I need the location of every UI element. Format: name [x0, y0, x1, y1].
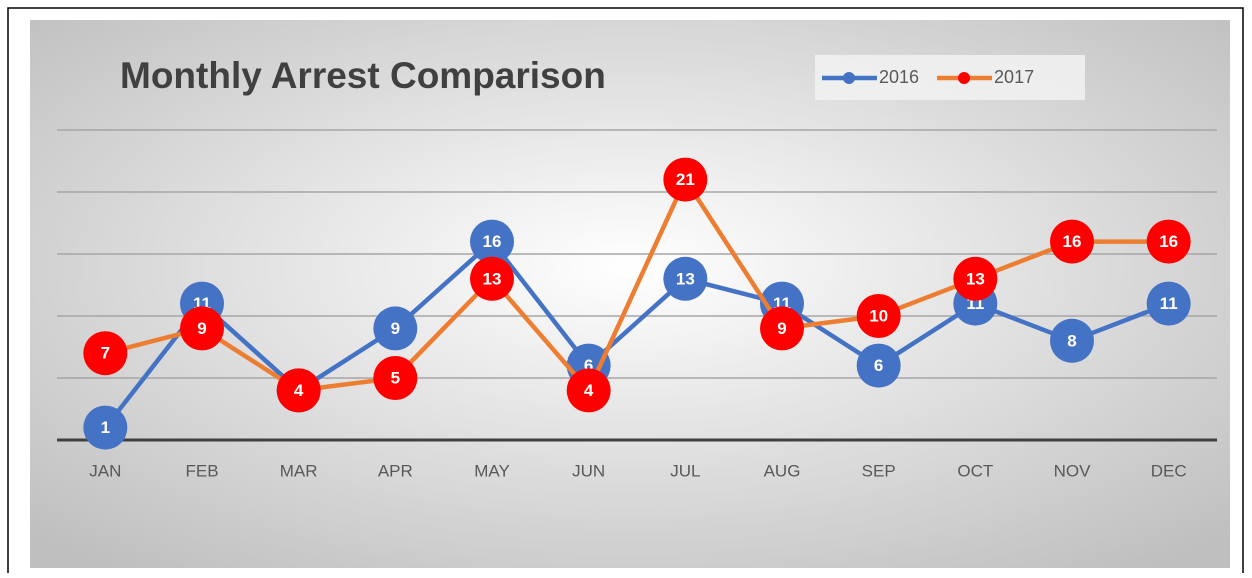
x-tick-label: FEB: [185, 461, 218, 480]
point-marker: [83, 331, 128, 376]
data-label: 11: [1160, 294, 1178, 313]
point-marker: [470, 256, 514, 301]
x-tick-label: OCT: [957, 461, 993, 480]
data-label: 8: [1067, 331, 1076, 350]
data-label: 6: [584, 356, 593, 375]
data-label: 4: [294, 381, 304, 400]
data-label: 16: [1063, 232, 1082, 251]
point-marker: [856, 343, 901, 388]
x-tick-label: JAN: [89, 461, 121, 480]
data-label: 16: [483, 232, 502, 251]
point-marker: [373, 306, 418, 351]
data-label: 13: [483, 269, 502, 288]
point-marker: [760, 306, 804, 351]
legend-marker: [843, 72, 855, 84]
point-marker: [856, 294, 901, 338]
point-marker: [566, 368, 611, 413]
point-marker: [373, 356, 418, 400]
x-tick-label: MAY: [474, 461, 510, 480]
data-label: 1: [101, 418, 110, 437]
point-marker: [276, 368, 321, 413]
data-label: 10: [869, 306, 888, 325]
x-tick-label: SEP: [862, 461, 896, 480]
legend-label: 2016: [879, 67, 919, 87]
x-tick-label: MAR: [280, 461, 318, 480]
data-label: 9: [777, 319, 786, 338]
point-marker: [953, 256, 998, 301]
x-tick-label: NOV: [1054, 461, 1092, 480]
point-marker: [1146, 281, 1191, 326]
data-label: 5: [391, 368, 400, 387]
data-label: 4: [584, 381, 594, 400]
point-marker: [1050, 219, 1094, 264]
chart-title: Monthly Arrest Comparison: [120, 55, 606, 96]
x-tick-label: APR: [378, 461, 413, 480]
data-label: 13: [966, 269, 985, 288]
x-tick-label: JUN: [572, 461, 605, 480]
point-marker: [1146, 219, 1191, 264]
x-tick-label: JUL: [670, 461, 700, 480]
legend-marker: [958, 72, 971, 84]
data-label: 13: [676, 269, 695, 288]
data-label: 7: [101, 344, 110, 363]
x-tick-label: DEC: [1151, 461, 1187, 480]
point-marker: [470, 219, 514, 264]
data-label: 21: [676, 170, 695, 189]
data-label: 6: [874, 356, 883, 375]
point-marker: [83, 405, 128, 450]
data-label: 9: [197, 319, 206, 338]
point-marker: [663, 256, 708, 301]
data-label: 16: [1159, 232, 1178, 251]
plot-background: [30, 20, 1230, 568]
data-label: 9: [391, 319, 400, 338]
x-tick-label: AUG: [764, 461, 801, 480]
point-marker: [180, 306, 224, 351]
legend-label: 2017: [994, 67, 1034, 87]
point-marker: [663, 157, 708, 202]
point-marker: [1050, 318, 1094, 363]
